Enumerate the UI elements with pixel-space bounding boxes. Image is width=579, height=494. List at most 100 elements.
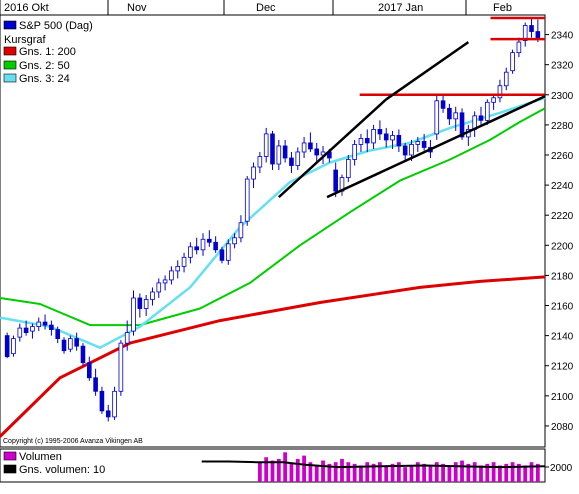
candle: [510, 49, 515, 74]
trend-line: [385, 41, 470, 101]
candle: [377, 120, 383, 140]
trend-line: [277, 98, 388, 199]
volume-bar: [340, 458, 344, 482]
candle: [80, 343, 86, 366]
volume-bar: [346, 462, 351, 482]
candle-body: [238, 222, 244, 239]
candle: [112, 386, 117, 420]
candle-body: [17, 327, 23, 338]
candle-body: [74, 338, 79, 347]
ma200-line: [0, 275, 546, 438]
candle-body: [371, 128, 376, 144]
candle-body: [150, 291, 155, 300]
candle: [371, 124, 376, 149]
candle: [383, 127, 389, 148]
legend-swatch-volume-avg: [3, 464, 17, 474]
volume-bar: [390, 463, 395, 482]
candle: [529, 18, 534, 38]
month-label-jan: 2017 Jan: [378, 2, 423, 14]
legend-swatch-volume: [3, 451, 17, 461]
volume-bars: [201, 452, 546, 482]
candle: [124, 320, 130, 351]
candle-body: [131, 297, 136, 332]
candle: [434, 94, 440, 140]
candle-body: [68, 338, 73, 350]
candle-body: [383, 133, 389, 141]
volume-bar: [384, 465, 389, 482]
candle: [282, 139, 288, 163]
candle-body: [118, 342, 124, 392]
volume-bar: [403, 467, 408, 482]
candle-body: [36, 321, 42, 327]
candle: [105, 404, 111, 422]
candle-body: [11, 338, 16, 355]
candle-body: [308, 142, 313, 150]
candle: [162, 275, 168, 291]
y-axis: 2080 2100 2120 2140 2160 2180 2200 2220 2240 2260…: [545, 31, 574, 433]
volume-bar: [460, 460, 464, 482]
legend: S&P 500 (Dag) Kursgraf Gns. 1: 200 Gns. …: [3, 20, 93, 85]
volume-bar: [466, 463, 471, 482]
legend-label-ma24: Gns. 3: 24: [19, 73, 70, 85]
candle-body: [333, 169, 338, 192]
candle-body: [358, 138, 364, 145]
candle: [447, 103, 452, 125]
volume-bar: [479, 465, 483, 482]
candle-body: [181, 256, 187, 267]
volume-bar: [283, 452, 288, 482]
month-label-okt: 2016 Okt: [4, 2, 49, 14]
y-tick-label: 2240: [551, 181, 574, 192]
volume-bar: [422, 463, 427, 482]
y-tick-label: 2260: [551, 151, 574, 162]
candle-body: [23, 327, 29, 334]
candle: [219, 246, 225, 264]
candle-body: [453, 112, 459, 120]
candle: [244, 176, 250, 226]
candle-body: [156, 282, 162, 293]
candle-body: [459, 112, 465, 138]
candle-body: [364, 138, 370, 144]
candle-body: [99, 390, 105, 412]
candle: [207, 230, 212, 247]
candle: [225, 239, 231, 265]
candle: [421, 133, 427, 151]
candle-body: [169, 270, 174, 281]
y-tick-label: 2280: [551, 121, 574, 132]
volume-bar: [491, 462, 496, 482]
candle-body: [49, 324, 54, 330]
candle: [137, 293, 143, 318]
volume-bar: [333, 462, 338, 482]
candle: [358, 133, 364, 152]
volume-bar: [441, 463, 445, 482]
candle-body: [516, 41, 522, 54]
volume-bar: [295, 458, 300, 482]
candle: [42, 314, 48, 330]
volume-bar: [257, 462, 262, 482]
candle-body: [112, 390, 117, 418]
candle-body: [86, 362, 92, 379]
volume-legend: Volumen Gns. volumen: 10 2000: [3, 451, 573, 476]
volume-axis-label: 2000: [550, 463, 573, 474]
ma50-line: [0, 107, 546, 327]
candle: [415, 136, 421, 152]
candle: [194, 237, 199, 255]
candle: [308, 132, 313, 152]
legend-swatch-ma24: [3, 73, 17, 83]
candle-body: [478, 115, 484, 121]
candle: [346, 154, 351, 183]
candle: [30, 323, 35, 339]
ma24-line: [0, 96, 546, 349]
candle-body: [510, 52, 515, 72]
candle-body: [535, 31, 541, 38]
volume-bar: [428, 465, 433, 482]
candle-body: [162, 279, 168, 284]
candle-body: [434, 100, 440, 135]
candle: [175, 260, 181, 279]
candle-body: [143, 299, 149, 309]
candle-body: [219, 249, 225, 261]
candle-body: [225, 243, 231, 261]
candle-body: [188, 246, 193, 258]
volume-bar: [409, 465, 414, 482]
volume-bar: [415, 462, 420, 482]
